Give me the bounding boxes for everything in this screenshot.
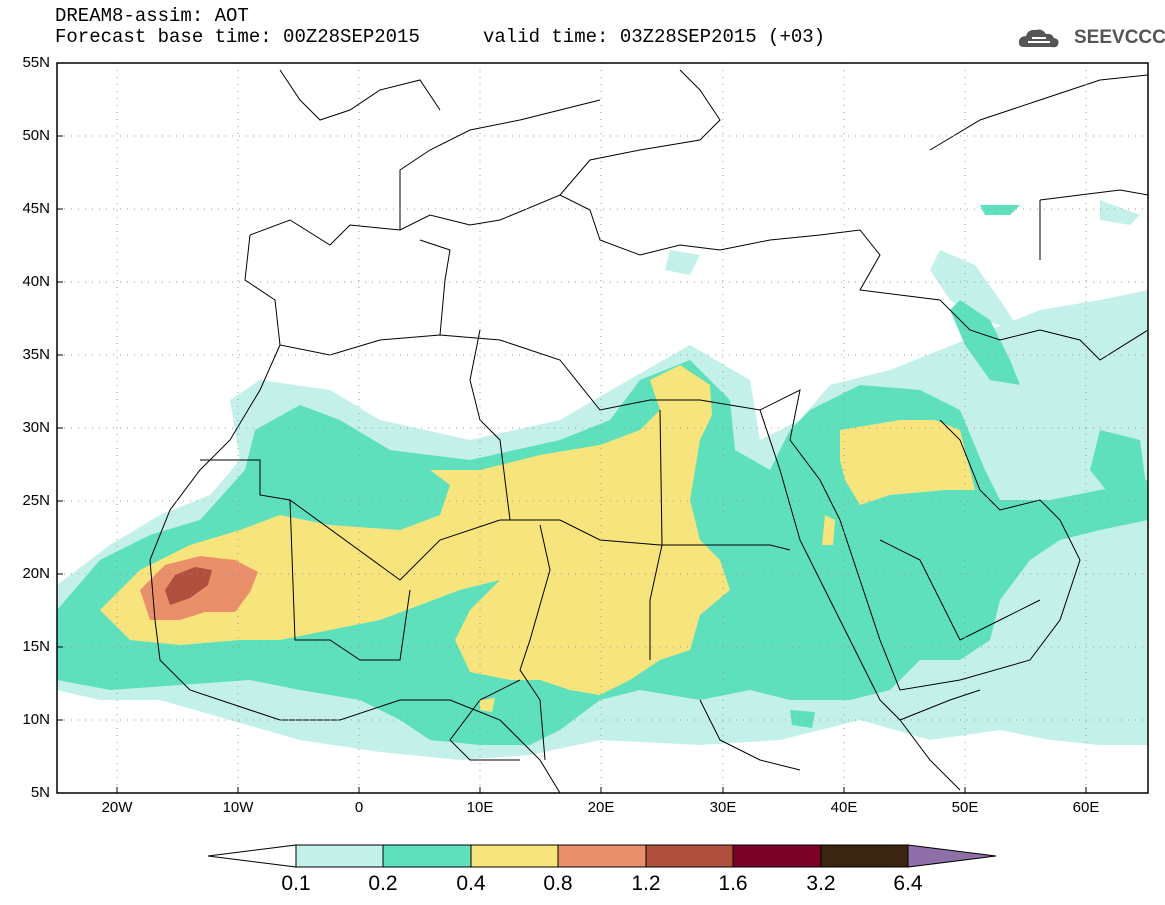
lon-label: 10W bbox=[222, 799, 254, 816]
lat-label: 20N bbox=[22, 565, 50, 582]
aot-band-1.2 bbox=[165, 567, 212, 605]
aot-band-0.2-east bbox=[950, 300, 1020, 385]
aot-band-0.1-north bbox=[1100, 200, 1140, 225]
aot-band-0.4 bbox=[100, 365, 730, 695]
forecast-base-time: Forecast base time: 00Z28SEP2015 bbox=[55, 26, 420, 48]
lat-label: 40N bbox=[22, 273, 50, 290]
cloud-logo-icon bbox=[1018, 29, 1059, 48]
aot-band-0.1-black-sea bbox=[665, 250, 700, 275]
colorbar bbox=[207, 844, 997, 868]
aot-band-0.2-spot2 bbox=[980, 205, 1020, 215]
lon-label: 0 bbox=[354, 799, 364, 816]
lat-label: 55N bbox=[22, 54, 50, 71]
lon-label: 60E bbox=[1072, 799, 1100, 816]
graticule bbox=[57, 63, 1148, 793]
colorbar-swatch-0 bbox=[295, 844, 384, 868]
colorbar-label: 0.4 bbox=[456, 872, 486, 895]
lat-label: 5N bbox=[30, 784, 50, 801]
lat-label: 50N bbox=[22, 127, 50, 144]
colorbar-label: 1.6 bbox=[718, 872, 748, 895]
lon-label: 10E bbox=[466, 799, 494, 816]
colorbar-label: 0.1 bbox=[281, 872, 311, 895]
colorbar-swatch-2 bbox=[470, 844, 559, 868]
aot-band-0.4-spot2 bbox=[480, 698, 495, 712]
lat-label: 25N bbox=[22, 492, 50, 509]
aot-band-0.2-spot bbox=[790, 710, 815, 728]
colorbar-swatch-3 bbox=[557, 844, 647, 868]
lat-label: 30N bbox=[22, 419, 50, 436]
lat-label: 45N bbox=[22, 200, 50, 217]
map-title: DREAM8-assim: AOT bbox=[55, 5, 249, 27]
lat-label: 35N bbox=[22, 346, 50, 363]
axis-ticks bbox=[57, 135, 1087, 793]
colorbar-label: 0.8 bbox=[543, 872, 573, 895]
logo-text: SEEVCCC bbox=[1074, 27, 1165, 48]
aot-band-0.1-caspian bbox=[930, 250, 1020, 330]
lon-label: 50E bbox=[951, 799, 979, 816]
lon-label: 40E bbox=[830, 799, 858, 816]
coastlines bbox=[149, 69, 1148, 793]
aot-band-0.2-se bbox=[1090, 430, 1148, 500]
lon-label: 20W bbox=[101, 799, 133, 816]
aot-band-0.4-arabia bbox=[840, 420, 975, 505]
colorbar-under-arrow bbox=[207, 844, 297, 868]
colorbar-swatch-6 bbox=[820, 844, 909, 868]
colorbar-over-arrow bbox=[907, 844, 997, 868]
colorbar-swatch-1 bbox=[382, 844, 472, 868]
colorbar-swatch-5 bbox=[732, 844, 822, 868]
lon-label: 20E bbox=[587, 799, 615, 816]
lat-label: 15N bbox=[22, 638, 50, 655]
colorbar-label: 3.2 bbox=[806, 872, 836, 895]
colorbar-label: 6.4 bbox=[893, 872, 923, 895]
colorbar-label: 0.2 bbox=[368, 872, 398, 895]
aot-shading bbox=[57, 200, 1148, 760]
colorbar-label: 1.2 bbox=[631, 872, 661, 895]
lat-label: 10N bbox=[22, 711, 50, 728]
valid-time: valid time: 03Z28SEP2015 (+03) bbox=[483, 26, 826, 48]
aot-band-0.4-spot bbox=[822, 515, 835, 545]
lon-label: 30E bbox=[709, 799, 737, 816]
colorbar-swatch-4 bbox=[645, 844, 734, 868]
